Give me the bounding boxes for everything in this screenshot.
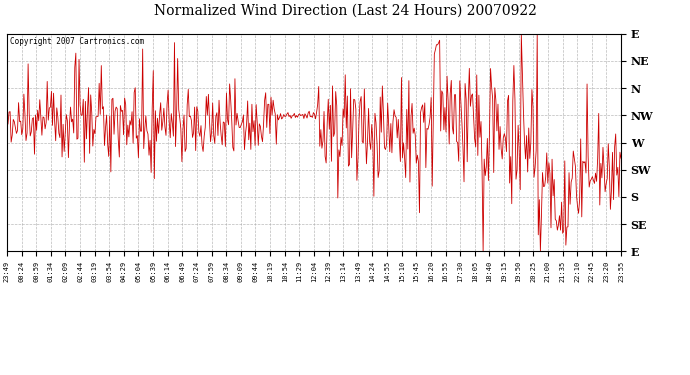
Text: Copyright 2007 Cartronics.com: Copyright 2007 Cartronics.com — [10, 37, 144, 46]
Text: Normalized Wind Direction (Last 24 Hours) 20070922: Normalized Wind Direction (Last 24 Hours… — [154, 4, 536, 18]
